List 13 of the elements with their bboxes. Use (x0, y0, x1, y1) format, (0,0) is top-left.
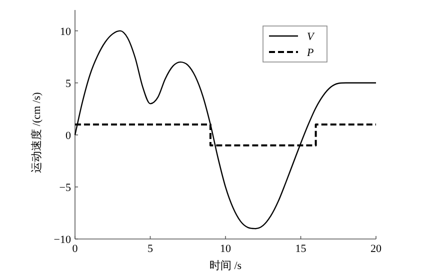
legend-label: V (307, 31, 315, 43)
x-tick-label: 15 (295, 243, 307, 255)
legend-label: P (306, 47, 314, 59)
x-axis-title: 时间 /s (209, 259, 242, 272)
y-tick-label: 10 (60, 26, 72, 38)
x-tick-label: 10 (220, 243, 232, 255)
y-tick-label: 5 (66, 78, 72, 90)
x-tick-label: 20 (370, 243, 382, 255)
x-tick-label: 5 (148, 243, 154, 255)
y-tick-label: 0 (66, 130, 72, 142)
y-tick-label: −10 (54, 234, 72, 246)
y-axis-title: 运动速度 /(cm /s) (30, 92, 43, 173)
y-tick-label: −5 (59, 182, 72, 194)
